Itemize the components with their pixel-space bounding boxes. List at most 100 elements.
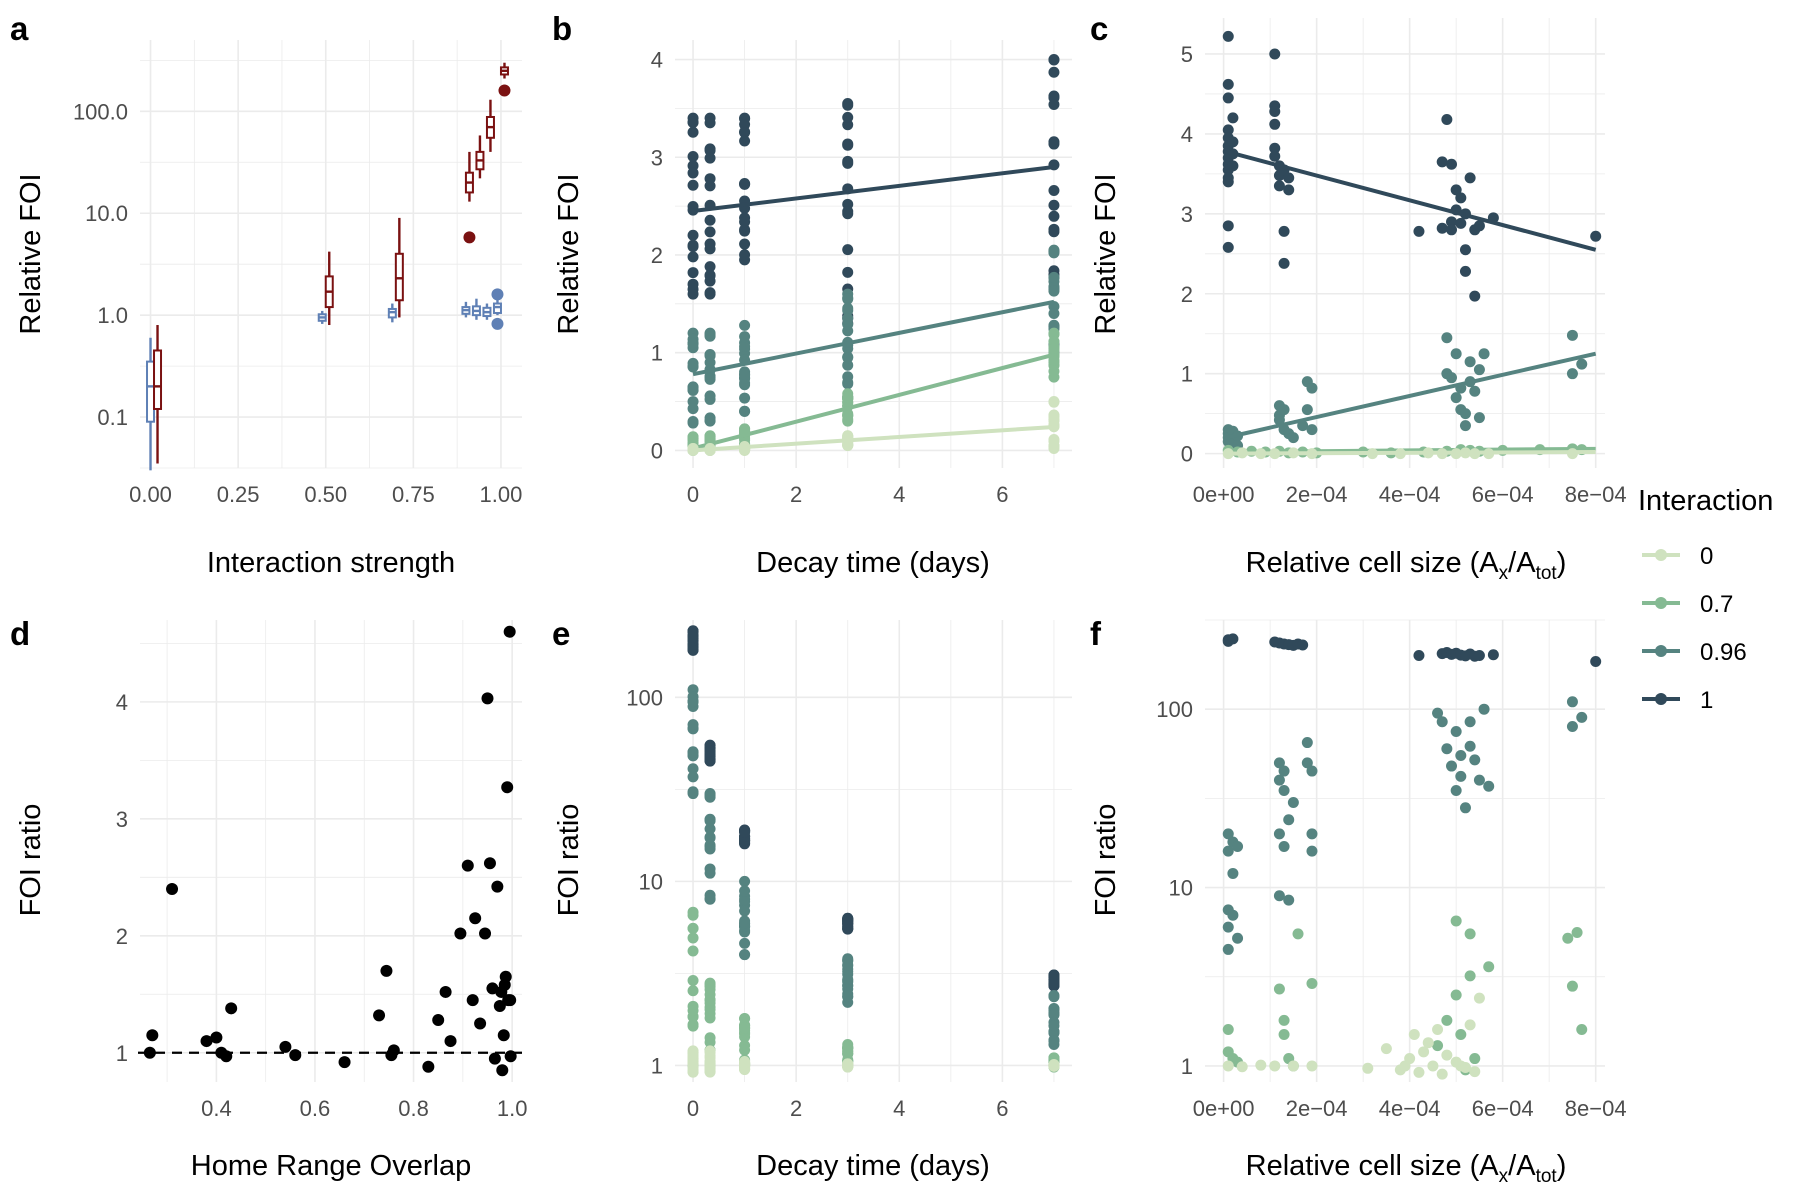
panel-c-point-0-18 [1269, 48, 1281, 60]
panel-f-point-1-11 [1273, 774, 1285, 786]
panel-e-point-1-2-15 [739, 905, 751, 917]
panel-c-point-1-29 [1464, 356, 1476, 368]
panel-b-point-3-4-15 [1048, 396, 1060, 408]
panel-f-point-1-39 [1483, 780, 1495, 792]
panel-f-point-3-5 [1306, 1060, 1318, 1072]
panel-e-point-1-2-16 [739, 917, 751, 929]
panel-b-point-1-3-17 [842, 376, 854, 388]
panel-b-ytick-label-4: 4 [651, 48, 663, 73]
panel-c: c 0 1 2 3 4 5 0e+00 2e−04 4e−04 6e−04 8e−04 Relat… [1090, 10, 1627, 584]
panel-f-point-2-18 [1464, 928, 1476, 940]
panel-b-xticks: 0 2 4 6 [687, 482, 1009, 507]
panel-c-point-0-38 [1446, 224, 1458, 236]
panel-e-point-2-1-16 [704, 984, 716, 996]
panel-a-xticks: 0.00 0.25 0.50 0.75 1.00 [129, 482, 522, 507]
panel-b-trend-line-1 [692, 299, 1055, 377]
panel-c-point-0-1 [1222, 78, 1234, 90]
panel-b-point-2-0-16 [687, 431, 699, 443]
panel-b-point-0-4-13 [1048, 185, 1060, 197]
panel-b-point-0-0-15 [687, 179, 699, 191]
panel-b-point-1-2-16 [739, 368, 751, 380]
panel-e-point-1-1-17 [704, 789, 716, 801]
panel-e-point-1-0-14 [687, 786, 699, 798]
panel-a-grid [140, 40, 522, 469]
panel-f-point-1-35 [1464, 716, 1476, 728]
panel-b-point-1-2-3 [739, 392, 751, 404]
panel-f-point-3-2 [1255, 1059, 1267, 1071]
panel-c-trend-line-3 [1225, 450, 1596, 456]
panel-b-point-2-4-12 [1048, 328, 1060, 340]
panel-d-plot-bg [140, 620, 522, 1082]
panel-f-point-1-18 [1283, 894, 1295, 906]
panel-e-point-1-2-3 [739, 937, 751, 949]
panel-c-point-0-26 [1273, 180, 1285, 192]
panel-d-xtick-label-2: 0.8 [398, 1096, 429, 1121]
panel-a-xtick-label-4: 1.00 [480, 482, 523, 507]
panel-e-point-2-2-16 [739, 1022, 751, 1034]
panel-b-point-2-4-16 [1048, 354, 1060, 366]
panel-e-point-1-1-14 [704, 863, 716, 875]
panel-e-point-3-0-15 [687, 1047, 699, 1059]
panel-c-point-1-10 [1273, 414, 1285, 426]
panel-f-point-3-21 [1459, 1062, 1471, 1074]
panel-f-point-1-37 [1473, 774, 1485, 786]
panel-a-outlier-0-0 [491, 288, 504, 301]
panel-c-point-0-22 [1269, 142, 1281, 154]
panel-b-point-0-4-17 [1048, 54, 1060, 66]
panel-c-point-0-29 [1278, 257, 1290, 269]
panel-f-point-1-17 [1283, 814, 1295, 826]
panel-a-box-1-0 [153, 349, 163, 410]
panel-e-ytick-label-1: 10 [639, 869, 663, 894]
panel-a-x-axis-label: Interaction strength [207, 547, 455, 579]
panel-d-ytick-label-3: 4 [116, 690, 128, 715]
panel-b-point-3-4-17 [1048, 435, 1060, 447]
panel-b-point-0-4-14 [1048, 138, 1060, 150]
panel-c-point-0-15 [1227, 136, 1239, 148]
panel-b-point-1-2-17 [739, 331, 751, 343]
panel-c-point-0-0 [1222, 30, 1234, 42]
panel-b-point-1-0-14 [687, 416, 699, 428]
panel-d-point-35 [499, 970, 512, 983]
panel-d-point-39 [504, 994, 517, 1007]
panel-b-point-1-4-14 [1048, 285, 1060, 297]
panel-b-point-1-0-16 [687, 337, 699, 349]
panel-b-point-1-4-7 [1048, 271, 1060, 283]
panel-c-point-0-3 [1222, 124, 1234, 136]
panel-a-plot-bg [140, 40, 522, 468]
legend-label-1: 0.7 [1700, 591, 1733, 618]
panel-label-e: e [552, 615, 570, 652]
panel-d-point-16 [432, 1014, 445, 1027]
panel-c-point-0-23 [1269, 150, 1281, 162]
panel-e-point-3-2-17 [739, 1057, 751, 1069]
panel-e-point-2-0-8 [687, 922, 699, 934]
panel-f-point-1-40 [1566, 696, 1578, 708]
panel-b-point-0-2-5 [739, 238, 751, 250]
panel-f-point-2-0 [1222, 1024, 1234, 1036]
panel-f-point-3-7 [1380, 1043, 1392, 1055]
panel-f-point-3-15 [1427, 1060, 1439, 1072]
panel-f-xlabel-sub2: tot [1536, 1166, 1558, 1187]
panel-c-point-0-45 [1459, 265, 1471, 277]
panel-d-point-32 [496, 1064, 509, 1077]
panel-f-point-2-4 [1273, 983, 1285, 995]
panel-c-y-axis-label: Relative FOI [1090, 173, 1122, 334]
panel-b-point-1-4-16 [1048, 307, 1060, 319]
panel-b-point-1-4-12 [1048, 247, 1060, 259]
panel-d-point-20 [461, 859, 474, 872]
panel-d-ytick-label-2: 3 [116, 807, 128, 832]
panel-b-point-0-3-10 [842, 138, 854, 150]
panel-c-point-1-11 [1278, 404, 1290, 416]
panel-d-point-19 [454, 927, 467, 940]
panel-c-point-0-17 [1227, 160, 1239, 172]
panel-b-plot-bg [675, 40, 1072, 468]
panel-f-point-1-41 [1566, 720, 1578, 732]
panel-f-grid [1205, 619, 1605, 1082]
panel-b-ytick-label-1: 1 [651, 341, 663, 366]
panel-b-point-0-4-2 [1048, 66, 1060, 78]
panel-c-point-1-20 [1441, 332, 1453, 344]
panel-e-point-2-0-6 [687, 932, 699, 944]
panel-c-point-1-18 [1306, 382, 1318, 394]
panel-c-point-0-34 [1436, 222, 1448, 234]
panel-b-point-0-4-7 [1048, 98, 1060, 110]
panel-f-point-1-38 [1478, 703, 1490, 715]
